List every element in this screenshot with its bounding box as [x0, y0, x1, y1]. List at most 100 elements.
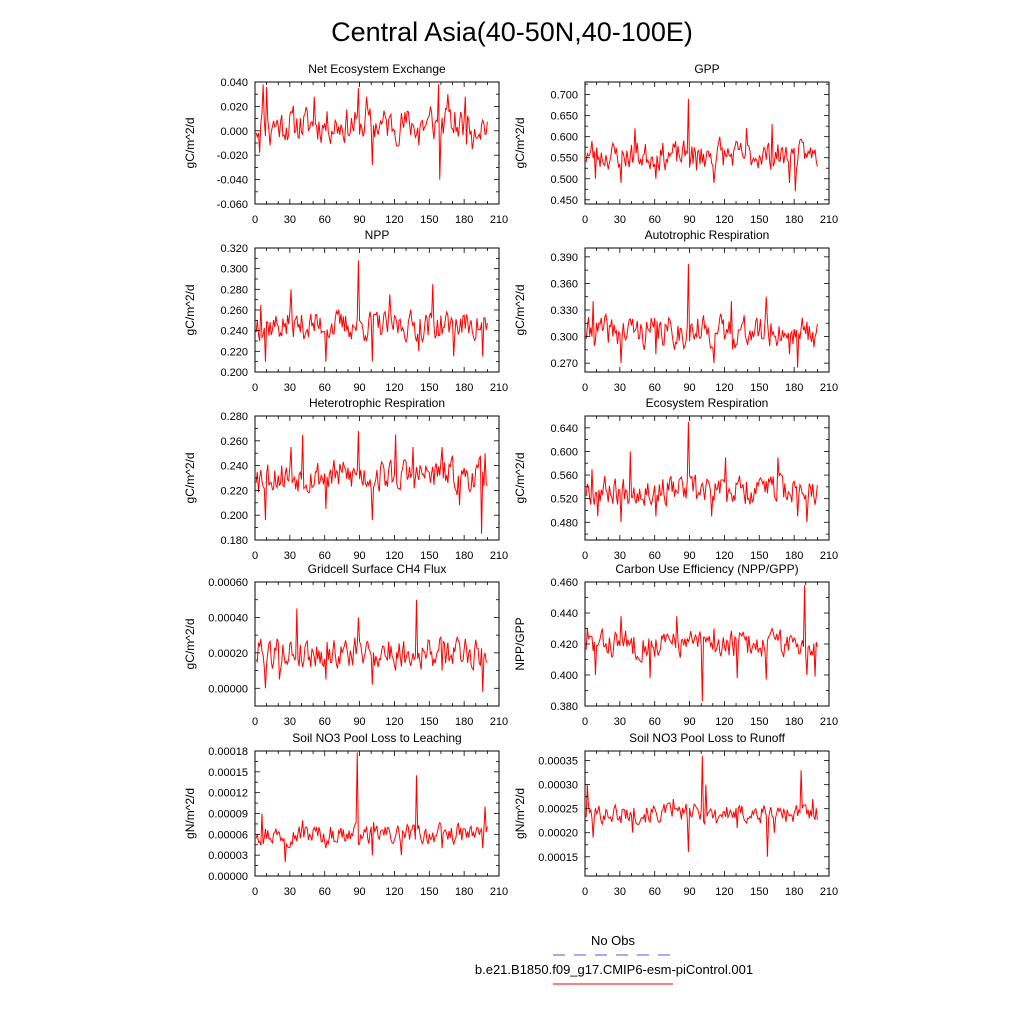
x-tick-label: 120: [385, 886, 403, 898]
series-line: [585, 98, 818, 192]
series-line: [585, 263, 818, 368]
plot-frame: [584, 581, 830, 707]
chart-panel-8: Carbon Use Efficiency (NPP/GPP) NPP/GPP 0 3…: [513, 562, 838, 728]
y-tick-label: 0.300: [220, 264, 248, 276]
x-tick-label: 30: [284, 382, 296, 394]
series-line: [255, 430, 488, 534]
y-tick-label: 0.550: [550, 153, 578, 165]
x-tick-label: 210: [490, 214, 508, 226]
x-tick-label: 30: [614, 716, 626, 728]
y-tick-label: 0.00009: [208, 809, 248, 821]
chart-panel-4: Autotrophic Respiration gC/m^2/d 0 30 60 90 12…: [513, 228, 838, 394]
y-tick-label: 0.040: [220, 77, 248, 89]
x-tick-label: 150: [420, 550, 438, 562]
y-tick-label: 0.280: [220, 284, 248, 296]
x-tick-label: 90: [353, 214, 365, 226]
x-tick-label: 210: [820, 716, 838, 728]
plot-frame: [584, 415, 830, 541]
series-line: [255, 752, 488, 863]
panel-title: Net Ecosystem Exchange: [308, 62, 446, 76]
x-tick-label: 120: [715, 716, 733, 728]
x-tick-label: 30: [284, 550, 296, 562]
series-line: [585, 585, 818, 702]
x-tick-label: 210: [820, 214, 838, 226]
main-title: Central Asia(40-50N,40-100E): [331, 17, 693, 47]
series-line: [585, 421, 818, 523]
x-tick-label: 210: [490, 886, 508, 898]
chart-panel-5: Heterotrophic Respiration gC/m^2/d 0 30 60 90…: [183, 396, 508, 562]
x-tick-label: 180: [785, 886, 803, 898]
y-tick-label: 0.700: [550, 90, 578, 102]
x-tick-label: 60: [319, 716, 331, 728]
x-tick-label: 150: [420, 716, 438, 728]
y-tick-label: 0.270: [550, 358, 578, 370]
x-tick-label: 30: [284, 886, 296, 898]
y-tick-label: 0.480: [550, 517, 578, 529]
series-line: [255, 260, 488, 362]
x-tick-label: 30: [284, 716, 296, 728]
y-tick-label: 0.450: [550, 195, 578, 207]
y-tick-label: 0.600: [550, 446, 578, 458]
legend: No Obs b.e21.B1850.f09_g17.CMIP6-esm-piC…: [475, 933, 753, 985]
x-tick-label: 60: [649, 716, 661, 728]
y-tick-label: 0.00020: [208, 648, 248, 660]
panel-title: Soil NO3 Pool Loss to Runoff: [629, 731, 786, 745]
y-axis-label: gC/m^2/d: [183, 118, 197, 169]
x-tick-label: 150: [420, 382, 438, 394]
x-tick-label: 180: [455, 550, 473, 562]
x-tick-label: 90: [683, 214, 695, 226]
x-tick-label: 60: [319, 214, 331, 226]
y-tick-label: 0.00018: [208, 746, 248, 758]
x-tick-label: 120: [715, 886, 733, 898]
y-tick-label: 0.00015: [538, 852, 578, 864]
chart-panel-7: Gridcell Surface CH4 Flux gC/m^2/d 0 30 60 90…: [183, 562, 508, 728]
y-tick-label: 0.260: [220, 305, 248, 317]
x-tick-label: 0: [582, 550, 588, 562]
y-axis-label: gC/m^2/d: [183, 619, 197, 670]
y-axis-label: gC/m^2/d: [513, 285, 527, 336]
x-tick-label: 60: [649, 550, 661, 562]
x-tick-label: 0: [582, 716, 588, 728]
x-tick-label: 30: [284, 214, 296, 226]
y-tick-label: 0.600: [550, 132, 578, 144]
y-axis-label: gC/m^2/d: [183, 453, 197, 504]
y-tick-label: 0.00012: [208, 788, 248, 800]
x-tick-label: 0: [252, 886, 258, 898]
y-tick-label: 0.000: [220, 126, 248, 138]
x-tick-label: 60: [649, 214, 661, 226]
x-tick-label: 150: [750, 382, 768, 394]
x-tick-label: 0: [252, 382, 258, 394]
x-tick-label: 90: [353, 716, 365, 728]
x-tick-label: 120: [715, 550, 733, 562]
x-tick-label: 0: [252, 550, 258, 562]
y-tick-label: 0.00015: [208, 767, 248, 779]
x-tick-label: 90: [353, 550, 365, 562]
y-tick-label: 0.460: [550, 577, 578, 589]
x-tick-label: 90: [683, 550, 695, 562]
plot-frame: [254, 581, 500, 707]
x-tick-label: 150: [750, 716, 768, 728]
x-tick-label: 210: [820, 886, 838, 898]
y-tick-label: 0.00000: [208, 683, 248, 695]
y-tick-label: 0.00035: [538, 756, 578, 768]
x-tick-label: 180: [455, 214, 473, 226]
x-tick-label: 0: [252, 716, 258, 728]
y-tick-label: 0.650: [550, 111, 578, 123]
x-tick-label: 210: [490, 716, 508, 728]
x-tick-label: 180: [785, 716, 803, 728]
y-tick-label: 0.400: [550, 670, 578, 682]
x-tick-label: 150: [750, 214, 768, 226]
x-tick-label: 150: [750, 886, 768, 898]
y-tick-label: 0.200: [220, 510, 248, 522]
plot-frame: [584, 750, 830, 877]
x-tick-label: 90: [683, 886, 695, 898]
x-tick-label: 180: [455, 886, 473, 898]
legend-label-model: b.e21.B1850.f09_g17.CMIP6-esm-piControl.…: [475, 962, 753, 977]
x-tick-label: 0: [582, 214, 588, 226]
y-tick-label: 0.00025: [538, 804, 578, 816]
x-tick-label: 90: [683, 716, 695, 728]
y-tick-label: 0.640: [550, 423, 578, 435]
y-tick-label: 0.390: [550, 252, 578, 264]
x-tick-label: 60: [649, 382, 661, 394]
plot-frame: [254, 81, 500, 205]
